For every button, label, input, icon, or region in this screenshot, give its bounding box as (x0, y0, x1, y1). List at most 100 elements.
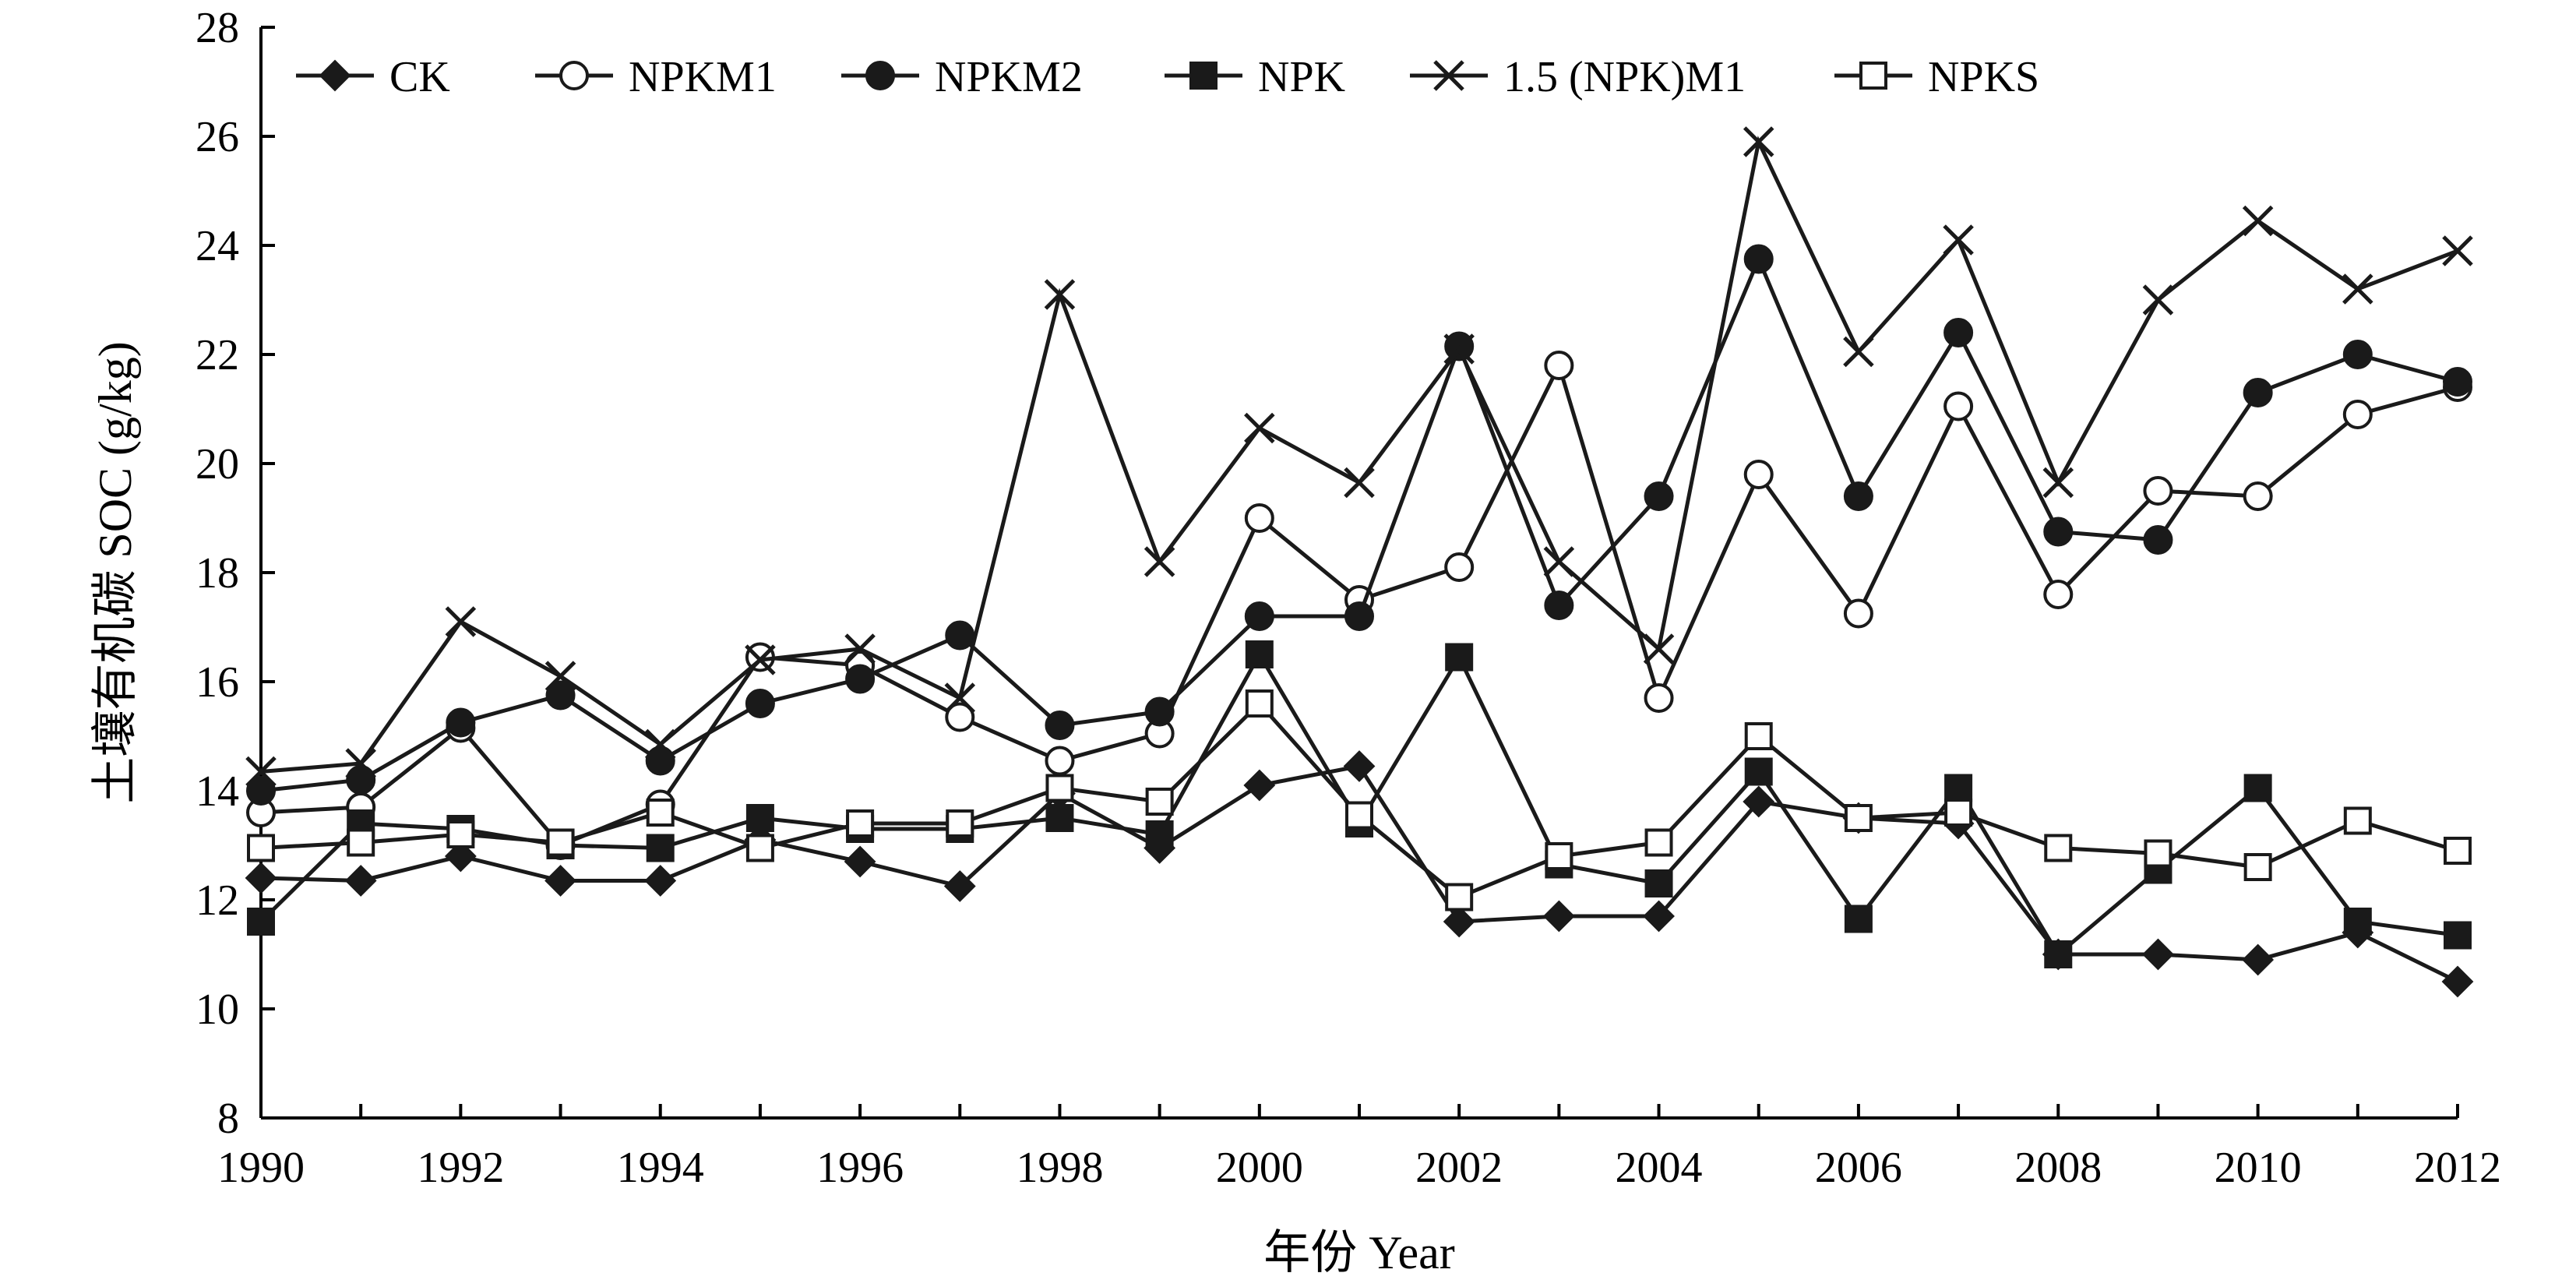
data-point-npkm2 (2342, 340, 2373, 369)
data-point-npks (2044, 834, 2073, 862)
data-point-npks (1145, 788, 1174, 816)
data-point-npk (1944, 774, 1973, 802)
data-point-npks (646, 799, 675, 827)
data-point-npks (946, 809, 974, 837)
data-point-npkm1 (1444, 552, 1475, 582)
x-tick-label: 1996 (816, 1144, 904, 1192)
data-point-1-5-npk-m1 (2242, 205, 2274, 237)
data-point-npks (745, 834, 774, 862)
data-point-npks (1045, 774, 1074, 802)
y-tick-label: 10 (196, 986, 239, 1034)
data-point-npkm1 (2243, 481, 2273, 511)
data-point-npks (247, 834, 275, 862)
data-point-npk (1145, 820, 1174, 848)
data-point-ck (544, 865, 576, 897)
data-point-npkm2 (246, 776, 276, 806)
data-point-ck (1643, 900, 1675, 933)
data-point-npkm2 (446, 707, 476, 738)
data-point-npk (2243, 774, 2272, 802)
data-point-npks (2144, 839, 2173, 868)
legend-marker-npkm2 (865, 61, 895, 90)
legend-marker-npk (1189, 62, 1218, 90)
series-1-5-npk-m1 (245, 126, 2473, 788)
y-tick-label: 16 (196, 658, 239, 707)
x-axis-title: 年份 Year (1263, 1227, 1455, 1278)
y-tick-label: 8 (217, 1095, 239, 1143)
data-point-npks (2243, 853, 2272, 881)
series-layer (245, 126, 2474, 998)
y-tick-label: 18 (196, 549, 239, 598)
legend-item-npkm1: NPKM1 (535, 53, 777, 101)
data-point-1-5-npk-m1 (2142, 284, 2174, 316)
data-point-ck (943, 870, 976, 902)
data-point-npks (1345, 801, 1373, 830)
y-tick-label: 28 (196, 4, 239, 52)
data-point-1-5-npk-m1 (1843, 336, 1874, 368)
data-point-1-5-npk-m1 (544, 661, 576, 692)
series-line-npkm2 (260, 254, 2458, 793)
data-point-npkm2 (346, 765, 376, 795)
legend-item-npkm2: NPKM2 (841, 53, 1083, 101)
data-point-1-5-npk-m1 (345, 748, 376, 779)
data-point-npks (1944, 799, 1973, 827)
x-tick-label: 1992 (417, 1144, 504, 1192)
data-point-npkm2 (2443, 367, 2472, 397)
x-tick-label: 2002 (1415, 1144, 1503, 1192)
data-point-ck (2441, 965, 2474, 998)
data-point-npks (1545, 842, 1573, 870)
legend-marker-1-5-npk-m1 (1433, 60, 1464, 91)
series-npks (247, 689, 2472, 912)
data-point-ck (2142, 938, 2174, 971)
data-point-npk (2444, 921, 2472, 950)
legend-item-ck: CK (296, 53, 450, 101)
data-point-npkm1 (1943, 391, 1974, 421)
x-tick-label: 2010 (2215, 1144, 2302, 1192)
series-npkm2 (246, 244, 2472, 806)
data-point-1-5-npk-m1 (745, 644, 776, 675)
x-tick-label: 2000 (1216, 1144, 1303, 1192)
data-point-npkm1 (1644, 683, 1674, 713)
data-point-npkm1 (1544, 351, 1574, 380)
legend-label: NPKM2 (935, 53, 1083, 101)
data-point-npkm2 (2243, 378, 2273, 407)
y-axis-title: 土壤有机碳 SOC (g/kg) (90, 341, 141, 803)
x-tick-label: 2012 (2414, 1144, 2501, 1192)
x-tick-label: 2004 (1616, 1144, 1703, 1192)
legend-label: NPKM1 (629, 53, 777, 101)
axes: 8 10 12 14 16 18 20 22 24 26 28 1990 1992 1994 1996 199… (90, 4, 2501, 1278)
data-point-npkm2 (945, 620, 975, 651)
data-point-ck (844, 845, 876, 878)
data-point-npkm1 (2342, 400, 2373, 429)
data-point-npkm2 (845, 664, 876, 694)
data-point-npk (247, 908, 275, 936)
data-point-npkm1 (2043, 580, 2074, 609)
data-point-npks (1644, 828, 1673, 857)
legend-item-1-5-npk-m1: 1.5 (NPK)M1 (1410, 53, 1746, 101)
data-point-npkm2 (1843, 481, 1873, 511)
data-point-npkm2 (1144, 696, 1175, 727)
y-tick-label: 20 (196, 440, 239, 488)
x-tick-label: 1998 (1016, 1144, 1103, 1192)
x-tick-label: 2006 (1815, 1144, 1902, 1192)
data-point-1-5-npk-m1 (2042, 467, 2074, 499)
data-point-npk (1744, 757, 1773, 786)
data-point-1-5-npk-m1 (1543, 546, 1575, 577)
legend-item-npk: NPK (1165, 53, 1345, 101)
data-point-1-5-npk-m1 (445, 606, 477, 637)
data-point-npk (2343, 908, 2372, 936)
data-point-ck (344, 865, 377, 897)
data-point-npkm2 (2043, 517, 2074, 547)
data-point-npks (446, 820, 475, 848)
data-point-npkm1 (945, 702, 975, 732)
data-point-npkm1 (1843, 598, 1873, 629)
data-point-ck (1542, 900, 1575, 933)
data-point-npks (1844, 804, 1873, 832)
y-tick-label: 26 (196, 113, 239, 161)
legend-label: 1.5 (NPK)M1 (1503, 53, 1746, 101)
data-point-npkm2 (1344, 601, 1374, 631)
data-point-npkm1 (1743, 460, 1774, 489)
data-point-1-5-npk-m1 (1743, 126, 1774, 157)
data-point-npk (1445, 643, 1474, 672)
series-line-ck (260, 763, 2459, 984)
